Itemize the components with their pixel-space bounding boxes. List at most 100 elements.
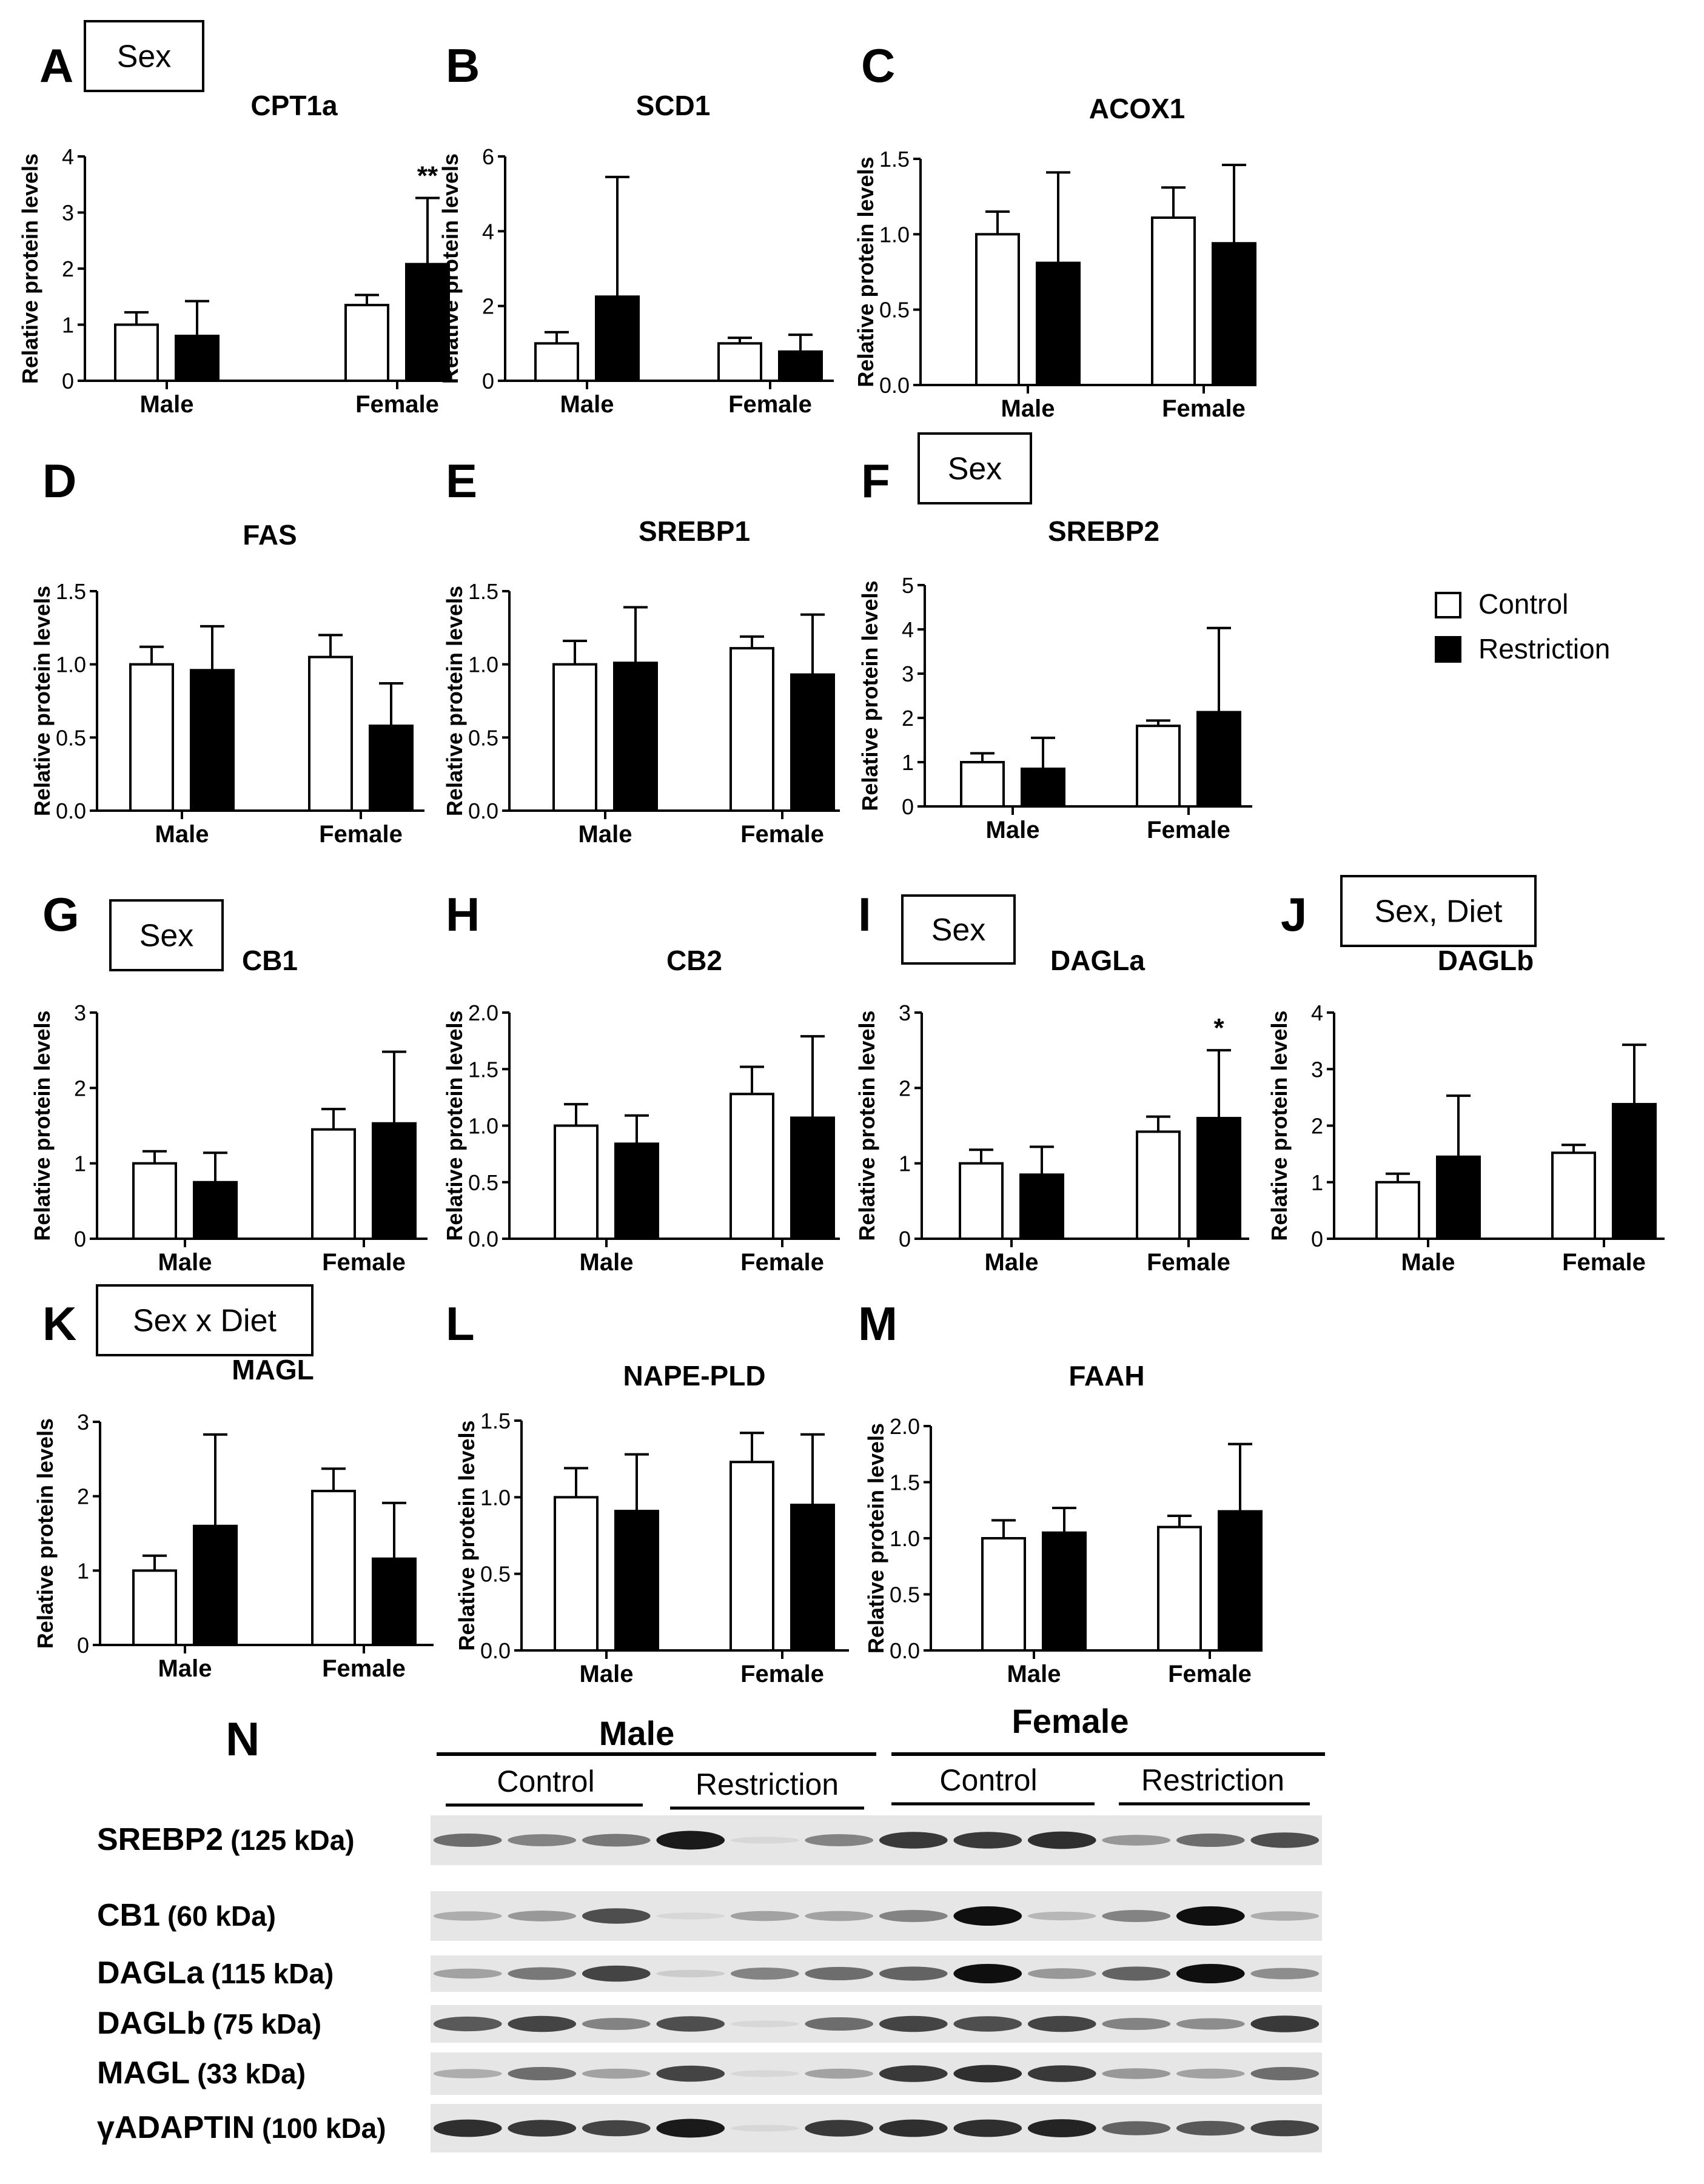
blot-protein-name: DAGLb [97, 2006, 206, 2041]
bar-control-female [1136, 725, 1181, 808]
bar-control-female [1151, 216, 1196, 386]
bar-restriction-female [1612, 1103, 1657, 1240]
blot-row-label: MAGL (33 kDa) [97, 2055, 306, 2091]
blot-membrane [431, 2104, 1322, 2152]
y-tick-label: 1.5 [480, 1409, 511, 1433]
panel-letter: M [858, 1297, 897, 1350]
bar-control-female [1136, 1130, 1181, 1240]
bar-restriction-male [595, 295, 640, 382]
blot-band [508, 2120, 577, 2137]
blot-band [1102, 1835, 1171, 1846]
blot-band [805, 2120, 874, 2137]
blot-band [582, 2068, 651, 2079]
blot-protein-kda: (60 kDa) [167, 1900, 276, 1932]
blot-row-magl: MAGL (33 kDa) [97, 2052, 1322, 2095]
blot-band [879, 2015, 948, 2032]
bar-control-female [717, 342, 762, 382]
y-tick-label: 2 [77, 1484, 89, 1509]
y-tick-label: 0 [62, 369, 74, 394]
bar-restriction-female [1212, 242, 1256, 386]
x-tick-label: Female [1162, 395, 1246, 422]
x-tick-label: Female [740, 1661, 824, 1687]
chart-panel-c: C ACOX1 Relative protein levels 0.0 0.5 1.0 1.… [853, 39, 1256, 422]
bar-control-male [132, 1162, 177, 1240]
chart-title: CB2 [666, 945, 722, 976]
blot-band [1250, 2120, 1320, 2137]
y-tick-label: 2 [902, 706, 914, 731]
blot-band [656, 2016, 725, 2032]
y-tick-label: 2.0 [468, 1000, 498, 1025]
bar-restriction-male [193, 1181, 238, 1240]
bar-control-male [981, 1537, 1026, 1652]
x-tick-label: Male [1001, 395, 1055, 422]
bar-control-female [730, 647, 774, 812]
effect-box-label: Sex, Diet [1375, 894, 1503, 930]
y-axis-label: Relative protein levels [853, 156, 878, 387]
y-tick-label: 0 [1311, 1227, 1323, 1251]
blot-band [1176, 1833, 1245, 1847]
y-tick-label: 0.0 [468, 799, 498, 823]
blot-band [433, 1968, 502, 1979]
blot-row-label: CB1 (60 kDa) [97, 1898, 276, 1933]
y-tick-label: 0.0 [879, 373, 910, 398]
y-tick-label: 2 [62, 256, 74, 281]
chart-panel-e: E SREBP1 Relative protein levels 0.0 0.5 1.0 1… [442, 454, 840, 848]
blot-band [805, 1834, 874, 1846]
panel-letter: C [861, 39, 895, 92]
y-axis-label: Relative protein levels [1267, 1010, 1292, 1241]
x-tick-label: Male [1007, 1661, 1061, 1687]
x-tick-label: Male [580, 1661, 634, 1687]
blot-band [730, 1968, 799, 1980]
blot-membrane [431, 1891, 1322, 1941]
bar-control-female [730, 1093, 774, 1241]
y-tick-label: 1 [902, 750, 914, 775]
x-tick-label: Female [1147, 817, 1230, 843]
blot-band [805, 2068, 874, 2079]
blot-band [1176, 2120, 1245, 2136]
y-tick-label: 2.0 [890, 1414, 920, 1439]
blot-band [1027, 1911, 1096, 1921]
blot-row-cb1: CB1 (60 kDa) [97, 1891, 1322, 1941]
y-axis-label: Relative protein levels [854, 1010, 879, 1241]
panel-letter: F [861, 454, 890, 507]
chart-title: NAPE-PLD [623, 1360, 765, 1392]
blot-membrane [431, 1815, 1322, 1865]
x-tick-label: Female [322, 1655, 406, 1682]
x-tick-label: Male [140, 391, 194, 418]
blot-band [730, 2020, 799, 2028]
y-tick-label: 1.5 [879, 147, 910, 172]
blot-protein-kda: (75 kDa) [213, 2008, 321, 2040]
panel-letter: J [1281, 888, 1307, 941]
bar-restriction-male [1021, 767, 1065, 808]
panel-letter: K [42, 1297, 76, 1350]
y-tick-label: 0.0 [468, 1227, 498, 1251]
blot-band [433, 2016, 502, 2032]
effect-box [96, 1284, 314, 1356]
chart-title: DAGLa [1050, 945, 1145, 976]
blot-row-srebp2: SREBP2 (125 kDa) [97, 1815, 1322, 1865]
y-tick-label: 0.5 [56, 725, 86, 750]
blot-band [1102, 1966, 1171, 1981]
effect-box [901, 894, 1016, 965]
blot-protein-kda: (33 kDa) [197, 2058, 306, 2089]
blot-band [582, 1908, 651, 1924]
y-tick-label: 0 [902, 794, 914, 819]
blot-row-label: DAGLb (75 kDa) [97, 2006, 321, 2041]
y-tick-label: 0.5 [468, 1170, 498, 1195]
bar-restriction-female [1196, 1117, 1241, 1240]
y-tick-label: 4 [1311, 1000, 1323, 1025]
legend-label-control: Control [1478, 588, 1568, 620]
y-tick-label: 0.0 [890, 1638, 920, 1663]
y-tick-label: 0.5 [890, 1583, 920, 1607]
y-axis-label: Relative protein levels [442, 586, 467, 816]
chart-title: ACOX1 [1089, 93, 1185, 124]
y-tick-label: 2 [899, 1076, 911, 1100]
blot-band [879, 2119, 948, 2137]
y-axis-label: Relative protein levels [442, 1010, 467, 1241]
y-tick-label: 4 [62, 144, 74, 169]
blot-band [1027, 1968, 1096, 1979]
chart-panel-i: I Sex DAGLa Relative protein levels 0 1 2 3 Male… [854, 888, 1249, 1276]
x-tick-label: Male [560, 391, 614, 418]
blot-band [1027, 2119, 1096, 2137]
